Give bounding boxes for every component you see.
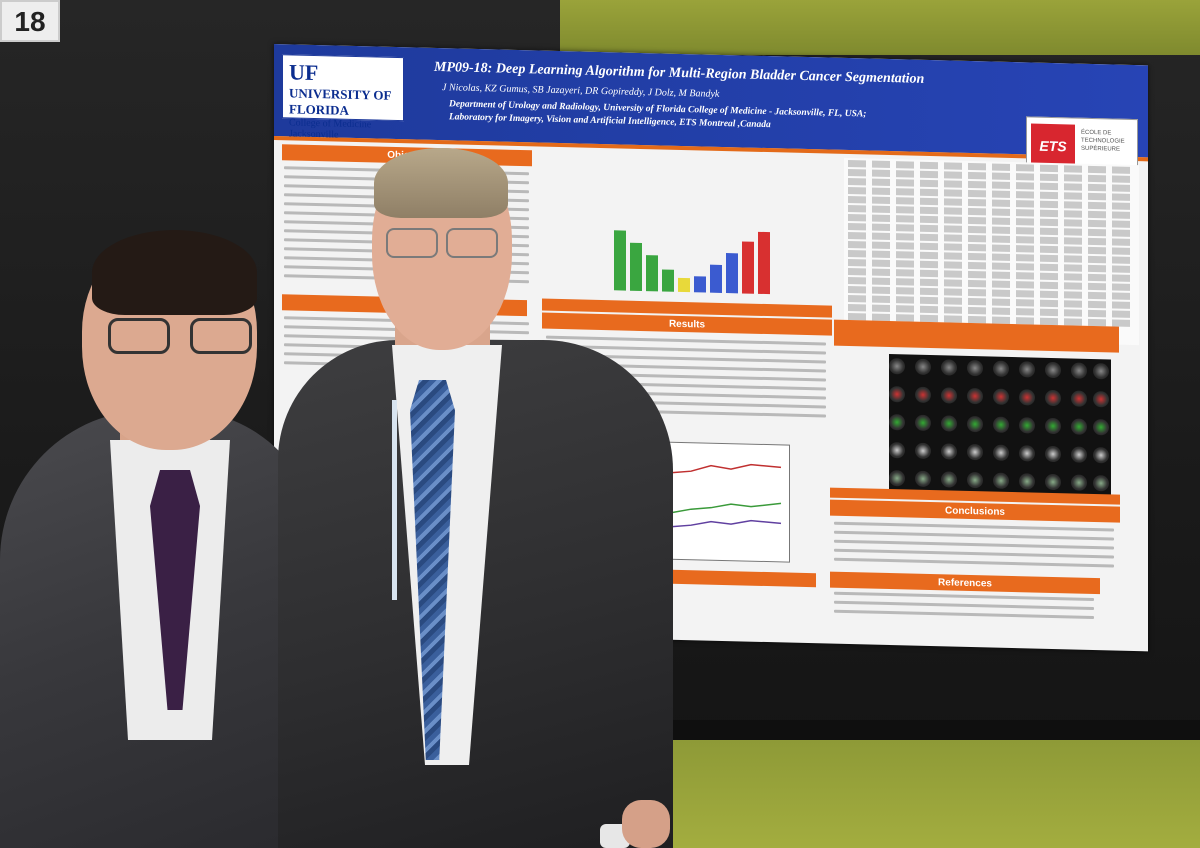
poster-header: UF UNIVERSITY OF FLORIDA College of Medi… <box>274 44 1148 162</box>
segmentation-cell <box>993 388 1009 405</box>
person-right-hair <box>374 148 508 218</box>
segmentation-cell <box>1071 390 1087 407</box>
segmentation-cell <box>915 386 931 404</box>
segmentation-cell <box>915 470 931 488</box>
segmentation-results-grid <box>889 354 1111 500</box>
segmentation-cell <box>941 359 957 376</box>
segmentation-cell <box>993 416 1009 433</box>
person-left-hair <box>92 230 257 315</box>
uf-logo-mark: UF <box>289 59 319 86</box>
segmentation-cell <box>1045 473 1061 491</box>
segmentation-cell <box>993 472 1009 489</box>
network-architecture-figure <box>544 169 824 296</box>
segmentation-cell <box>889 470 905 487</box>
segmentation-cell <box>993 444 1009 461</box>
poster-affiliations: Department of Urology and Radiology, Uni… <box>449 98 1009 138</box>
segmentation-cell <box>1045 361 1061 379</box>
segmentation-cell <box>1019 445 1035 462</box>
section-references: References <box>830 571 1100 595</box>
segmentation-cell <box>1071 362 1087 379</box>
segmentation-cell <box>967 387 983 405</box>
segmentation-cell <box>1093 391 1109 408</box>
person-right-glasses <box>382 228 502 264</box>
uf-logo: UF UNIVERSITY OF FLORIDA College of Medi… <box>282 54 404 141</box>
segmentation-cell <box>941 415 957 432</box>
segmentation-cell <box>1019 473 1035 490</box>
segmentation-cell <box>889 386 905 403</box>
uf-logo-campus: Jacksonville <box>289 128 339 141</box>
segmentation-cell <box>993 360 1009 377</box>
segmentation-cell <box>1093 419 1109 436</box>
segmentation-cell <box>967 471 983 489</box>
segmentation-cell <box>1045 417 1061 435</box>
references-text <box>834 591 1094 625</box>
segmentation-cell <box>941 443 957 460</box>
segmentation-cell <box>1093 447 1109 464</box>
segmentation-cell <box>1045 389 1061 407</box>
segmentation-cell <box>1071 446 1087 463</box>
poster-authors: J Nicolas, KZ Gumus, SB Jazayeri, DR Gop… <box>442 82 720 100</box>
uf-logo-university: UNIVERSITY OF FLORIDA <box>289 85 391 118</box>
segmentation-cell <box>915 414 931 432</box>
results-table <box>844 157 1139 346</box>
person-right-hand <box>622 800 670 848</box>
segmentation-cell <box>1071 418 1087 435</box>
segmentation-cell <box>941 471 957 488</box>
green-wall-top <box>560 0 1200 55</box>
segmentation-cell <box>1019 417 1035 434</box>
segmentation-cell <box>1093 475 1109 492</box>
segmentation-cell <box>1019 361 1035 378</box>
segmentation-cell <box>915 358 931 376</box>
segmentation-cell <box>967 443 983 461</box>
segmentation-cell <box>1071 474 1087 491</box>
segmentation-cell <box>941 387 957 404</box>
table-caption-bar <box>834 319 1119 353</box>
person-left-glasses <box>108 318 258 358</box>
segmentation-cell <box>967 415 983 433</box>
segmentation-cell <box>915 442 931 460</box>
segmentation-cell <box>1045 445 1061 463</box>
segmentation-cell <box>1093 363 1109 380</box>
ets-logo-text: ÉCOLE DE TECHNOLOGIE SUPÉRIEURE <box>1081 129 1125 153</box>
segmentation-cell <box>889 358 905 375</box>
person-right-lanyard <box>392 400 422 600</box>
segmentation-cell <box>889 414 905 431</box>
segmentation-cell <box>967 359 983 377</box>
conclusions-text <box>834 521 1114 574</box>
booth-number-sign: 18 <box>0 0 60 42</box>
segmentation-cell <box>1019 389 1035 406</box>
segmentation-cell <box>889 442 905 459</box>
